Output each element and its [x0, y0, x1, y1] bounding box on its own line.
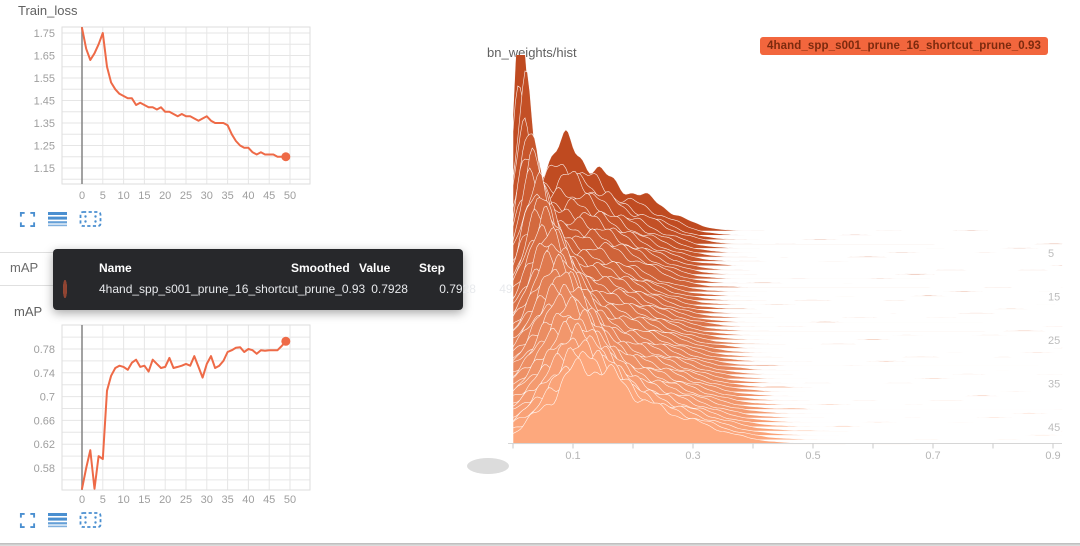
x-axis-labels: 0 5 10 15 20 25 30 35 40 45 50	[79, 494, 296, 506]
tooltip-run-smoothed: 0.7928	[371, 282, 408, 296]
fit-domain-icon[interactable]	[79, 511, 102, 529]
svg-text:30: 30	[201, 190, 213, 202]
svg-text:1.45: 1.45	[34, 96, 55, 108]
tooltip-run-row: 4hand_spp_s001_prune_16_shortcut_prune_0…	[63, 278, 513, 300]
run-tooltip: Name Smoothed Value Step 4hand_spp_s001_…	[53, 249, 513, 310]
svg-text:0.7: 0.7	[925, 450, 940, 462]
tooltip-header-smoothed: Smoothed	[291, 261, 350, 275]
svg-text:25: 25	[180, 494, 192, 506]
svg-text:30: 30	[201, 494, 213, 506]
train-loss-chart[interactable]: 1.15 1.25 1.35 1.45 1.55 1.65 1.75 0 5 10 15 20 25 30…	[0, 0, 340, 210]
map-chart-toolbar	[19, 511, 102, 529]
tooltip-run-step: 49	[499, 282, 513, 296]
ridge-step-27	[508, 253, 1064, 349]
grid	[61, 26, 311, 185]
svg-text:25: 25	[180, 190, 192, 202]
svg-text:1.25: 1.25	[34, 141, 55, 153]
bn-weights-histogram-chart[interactable]: 0.1 0.3 0.5 0.7 0.9 5 15 25 35 45	[440, 55, 1080, 480]
svg-text:40: 40	[242, 190, 254, 202]
tooltip-header-step: Step	[419, 261, 446, 275]
y-axis-labels: 0.58 0.62 0.66 0.7 0.74 0.78	[34, 344, 55, 475]
ridge-step-24	[508, 243, 1063, 336]
occluded-chart-gridline	[0, 252, 53, 253]
svg-text:0.58: 0.58	[34, 463, 55, 475]
svg-text:45: 45	[263, 190, 275, 202]
scroll-knob[interactable]	[467, 458, 509, 474]
tooltip-run-name: 4hand_spp_s001_prune_16_shortcut_prune_0…	[99, 282, 366, 296]
ridge-step-20	[508, 228, 1063, 319]
svg-text:1.15: 1.15	[34, 163, 55, 175]
svg-text:5: 5	[100, 190, 106, 202]
svg-text:15: 15	[1048, 291, 1060, 303]
svg-text:10: 10	[117, 190, 129, 202]
svg-text:0: 0	[79, 190, 85, 202]
series-end-dot	[281, 336, 291, 346]
series-end-dot	[281, 152, 291, 162]
histogram-x-axis: 0.1 0.3 0.5 0.7 0.9	[508, 443, 1062, 462]
train-loss-chart-toolbar	[19, 210, 102, 228]
svg-text:0.7: 0.7	[40, 392, 55, 404]
svg-text:20: 20	[159, 494, 171, 506]
histogram-ridges	[508, 55, 1064, 445]
svg-text:0.62: 0.62	[34, 439, 55, 451]
fit-domain-icon[interactable]	[79, 210, 102, 228]
svg-text:1.55: 1.55	[34, 73, 55, 85]
ridge-step-49	[508, 357, 1063, 445]
map-chart-title-occluded: mAP	[10, 260, 39, 275]
svg-text:1.65: 1.65	[34, 51, 55, 63]
histogram-chart-title: bn_weights/hist	[487, 45, 577, 60]
svg-text:10: 10	[117, 494, 129, 506]
svg-text:0.3: 0.3	[685, 450, 700, 462]
svg-text:50: 50	[284, 190, 296, 202]
svg-text:0.5: 0.5	[805, 450, 820, 462]
occluded-chart-gridline	[0, 285, 53, 286]
svg-text:50: 50	[284, 494, 296, 506]
y-axis-labels: 1.15 1.25 1.35 1.45 1.55 1.65 1.75	[34, 28, 55, 175]
svg-text:0.66: 0.66	[34, 415, 55, 427]
svg-text:0.78: 0.78	[34, 344, 55, 356]
data-table-icon[interactable]	[48, 211, 67, 227]
tooltip-header-name: Name	[99, 261, 132, 275]
grid	[61, 324, 311, 491]
svg-text:0.74: 0.74	[34, 368, 55, 380]
x-axis-labels: 0 5 10 15 20 25 30 35 40 45 50	[79, 190, 296, 202]
window-bottom-edge	[0, 543, 1080, 546]
svg-text:5: 5	[100, 494, 106, 506]
train-loss-chart-title: Train_loss	[18, 3, 78, 18]
expand-icon[interactable]	[19, 211, 36, 228]
svg-text:45: 45	[263, 494, 275, 506]
svg-text:40: 40	[242, 494, 254, 506]
data-table-icon[interactable]	[48, 512, 67, 528]
svg-text:1.75: 1.75	[34, 28, 55, 40]
svg-text:45: 45	[1048, 422, 1060, 434]
tooltip-header-value: Value	[359, 261, 391, 275]
svg-text:1.35: 1.35	[34, 118, 55, 130]
svg-text:35: 35	[221, 190, 233, 202]
svg-text:20: 20	[159, 190, 171, 202]
svg-text:0: 0	[79, 494, 85, 506]
svg-text:15: 15	[138, 190, 150, 202]
tooltip-run-value: 0.7928	[439, 282, 476, 296]
svg-text:15: 15	[138, 494, 150, 506]
map-chart-title: mAP	[14, 304, 43, 319]
tooltip-header-row: Name Smoothed Value Step	[63, 258, 451, 278]
map-chart[interactable]: 0.58 0.62 0.66 0.7 0.74 0.78 0 5 10 15 20 25 30 35 40 4…	[0, 315, 340, 515]
run-color-dot	[63, 280, 67, 298]
run-legend-badge: 4hand_spp_s001_prune_16_shortcut_prune_0…	[759, 37, 1048, 55]
series-line	[81, 27, 287, 158]
svg-text:35: 35	[1048, 378, 1060, 390]
histogram-step-labels: 5 15 25 35 45	[1048, 248, 1060, 434]
expand-icon[interactable]	[19, 512, 36, 529]
svg-text:0.1: 0.1	[565, 450, 580, 462]
series-line	[81, 340, 287, 490]
svg-text:5: 5	[1048, 248, 1054, 260]
svg-text:0.9: 0.9	[1045, 450, 1060, 462]
svg-text:25: 25	[1048, 335, 1060, 347]
svg-text:35: 35	[221, 494, 233, 506]
